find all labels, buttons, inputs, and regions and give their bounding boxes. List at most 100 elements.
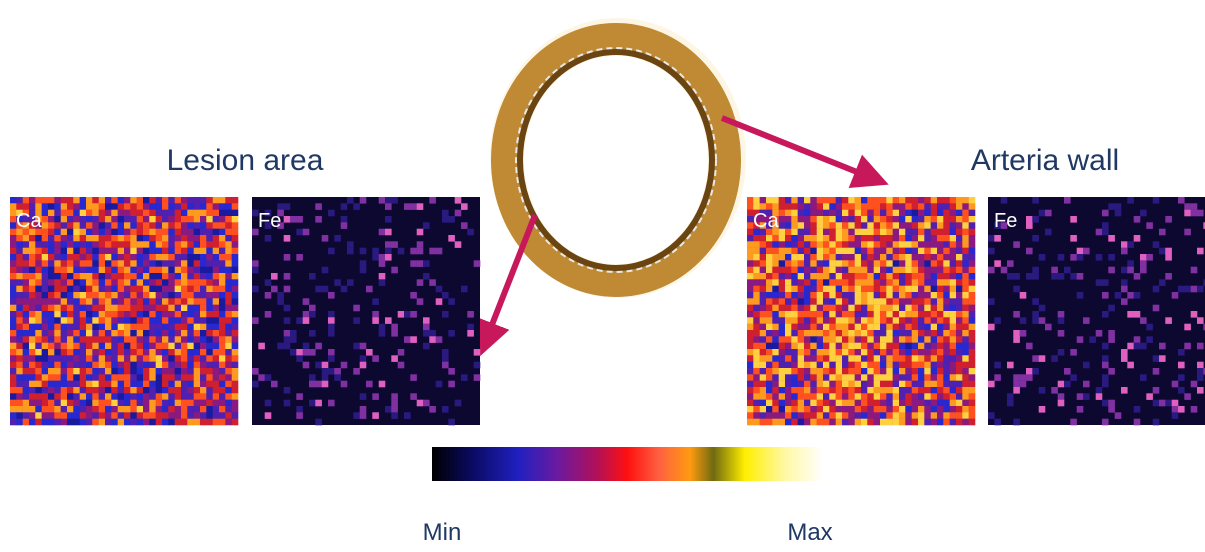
map-pixel (1070, 374, 1077, 381)
map-pixel (137, 406, 144, 413)
map-pixel (829, 311, 836, 318)
map-pixel (829, 349, 836, 356)
map-pixel (836, 324, 843, 331)
map-pixel (206, 324, 213, 331)
map-pixel (931, 298, 938, 305)
map-pixel (29, 305, 36, 312)
map-pixel (130, 298, 137, 305)
map-pixel (80, 292, 87, 299)
map-pixel (1007, 362, 1014, 369)
map-pixel (950, 412, 957, 419)
map-pixel (48, 317, 55, 324)
map-pixel (80, 387, 87, 394)
map-pixel (810, 349, 817, 356)
map-pixel (842, 286, 849, 293)
map-pixel (162, 400, 169, 407)
map-pixel (277, 298, 284, 305)
map-pixel (23, 419, 30, 426)
map-pixel (855, 374, 862, 381)
map-pixel (772, 292, 779, 299)
map-pixel (1102, 419, 1109, 426)
map-pixel (912, 336, 919, 343)
map-pixel (836, 419, 843, 426)
map-pixel (86, 273, 93, 280)
map-pixel (1077, 254, 1084, 261)
map-pixel (118, 254, 125, 261)
map-pixel (804, 305, 811, 312)
map-pixel (99, 267, 106, 274)
map-pixel (80, 235, 87, 242)
map-pixel (817, 324, 824, 331)
map-pixel (817, 197, 824, 204)
map-pixel (810, 298, 817, 305)
map-pixel (225, 381, 232, 388)
map-pixel (937, 412, 944, 419)
map-pixel (861, 197, 868, 204)
map-pixel (42, 298, 49, 305)
map-pixel (969, 387, 976, 394)
map-pixel (937, 349, 944, 356)
map-pixel (80, 298, 87, 305)
map-pixel (118, 362, 125, 369)
map-pixel (779, 305, 786, 312)
map-pixel (162, 324, 169, 331)
map-pixel (16, 292, 23, 299)
map-pixel (956, 254, 963, 261)
map-pixel (42, 317, 49, 324)
map-pixel (1083, 393, 1090, 400)
map-pixel (943, 400, 950, 407)
map-pixel (817, 235, 824, 242)
map-pixel (213, 336, 220, 343)
map-pixel (213, 235, 220, 242)
map-pixel (1102, 292, 1109, 299)
map-pixel (829, 336, 836, 343)
map-pixel (156, 324, 163, 331)
map-pixel (1013, 241, 1020, 248)
map-pixel (206, 241, 213, 248)
map-pixel (810, 235, 817, 242)
map-pixel (772, 324, 779, 331)
map-pixel (836, 197, 843, 204)
map-pixel (1184, 393, 1191, 400)
map-pixel (912, 229, 919, 236)
map-pixel (194, 311, 201, 318)
map-pixel (836, 267, 843, 274)
map-pixel (798, 419, 805, 426)
map-pixel (785, 336, 792, 343)
map-pixel (92, 298, 99, 305)
map-pixel (290, 216, 297, 223)
map-pixel (823, 305, 830, 312)
map-pixel (35, 349, 42, 356)
map-pixel (899, 273, 906, 280)
map-pixel (791, 381, 798, 388)
map-pixel (1032, 267, 1039, 274)
map-pixel (931, 305, 938, 312)
map-pixel (67, 222, 74, 229)
map-pixel (874, 368, 881, 375)
map-pixel (67, 279, 74, 286)
map-pixel (861, 400, 868, 407)
map-pixel (855, 419, 862, 426)
map-pixel (187, 267, 194, 274)
map-pixel (442, 210, 449, 217)
map-pixel (1032, 216, 1039, 223)
map-pixel (1064, 368, 1071, 375)
map-pixel (791, 362, 798, 369)
map-pixel (35, 254, 42, 261)
map-pixel (798, 216, 805, 223)
map-pixel (86, 248, 93, 255)
map-pixel (937, 254, 944, 261)
colorbar-min: Min (423, 519, 462, 546)
map-pixel (804, 254, 811, 261)
map-pixel (225, 286, 232, 293)
map-pixel (867, 267, 874, 274)
map-pixel (969, 330, 976, 337)
map-pixel (149, 330, 156, 337)
map-pixel (950, 374, 957, 381)
map-pixel (918, 419, 925, 426)
map-pixel (61, 229, 68, 236)
map-pixel (880, 311, 887, 318)
map-pixel (918, 368, 925, 375)
map-pixel (149, 267, 156, 274)
map-pixel (779, 349, 786, 356)
